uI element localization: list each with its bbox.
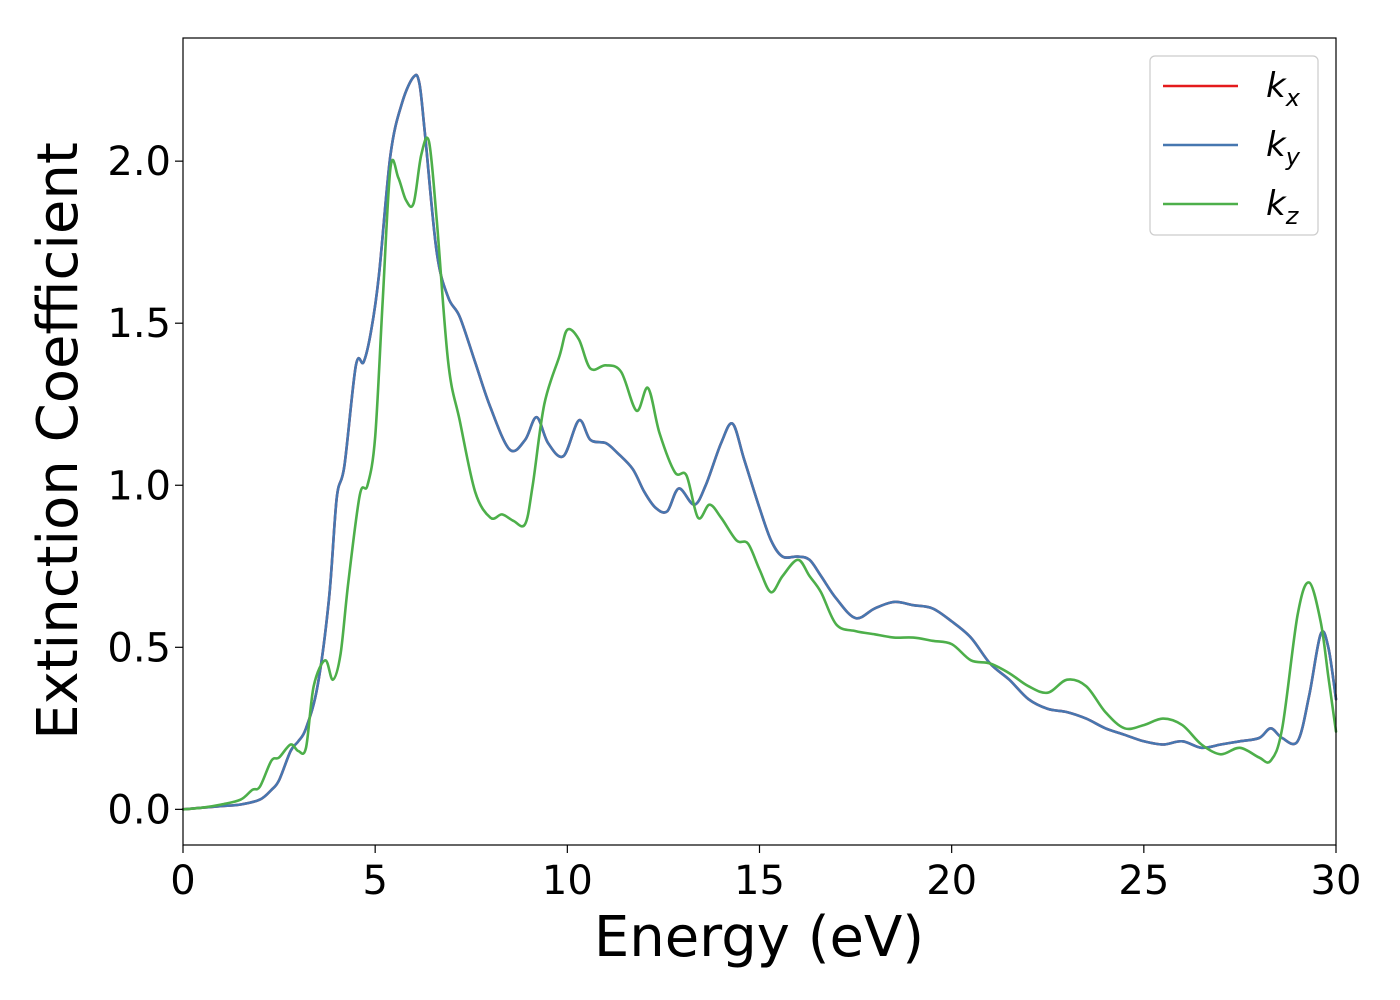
x-tick-label: 25 bbox=[1118, 858, 1169, 904]
y-tick-label: 2.0 bbox=[107, 139, 171, 185]
x-tick-label: 5 bbox=[362, 858, 387, 904]
legend-label-y: ky bbox=[1266, 125, 1301, 171]
y-tick-label: 1.0 bbox=[107, 463, 171, 509]
series-layer bbox=[181, 73, 1338, 811]
x-tick-label: 15 bbox=[734, 858, 785, 904]
x-tick-label: 20 bbox=[926, 858, 977, 904]
series-line-y bbox=[181, 73, 1338, 811]
x-axis-label: Energy (eV) bbox=[594, 905, 924, 970]
x-tick-label: 30 bbox=[1311, 858, 1362, 904]
y-axis-ticks: 0.0 0.5 1.0 1.5 2.0 bbox=[107, 139, 183, 833]
legend-label-x: kx bbox=[1266, 66, 1301, 112]
y-tick-label: 1.5 bbox=[107, 301, 171, 347]
x-tick-label: 10 bbox=[542, 858, 593, 904]
y-tick-label: 0.5 bbox=[107, 625, 171, 671]
legend: kx ky kz bbox=[1149, 55, 1319, 236]
series-line-z bbox=[181, 136, 1338, 811]
x-axis-ticks: 0 5 10 15 20 25 30 bbox=[170, 845, 1361, 904]
legend-label-z: kz bbox=[1266, 184, 1300, 230]
x-tick-label: 0 bbox=[170, 858, 195, 904]
y-axis-label: Extinction Coefficient bbox=[26, 142, 91, 740]
y-tick-label: 0.0 bbox=[107, 787, 171, 833]
